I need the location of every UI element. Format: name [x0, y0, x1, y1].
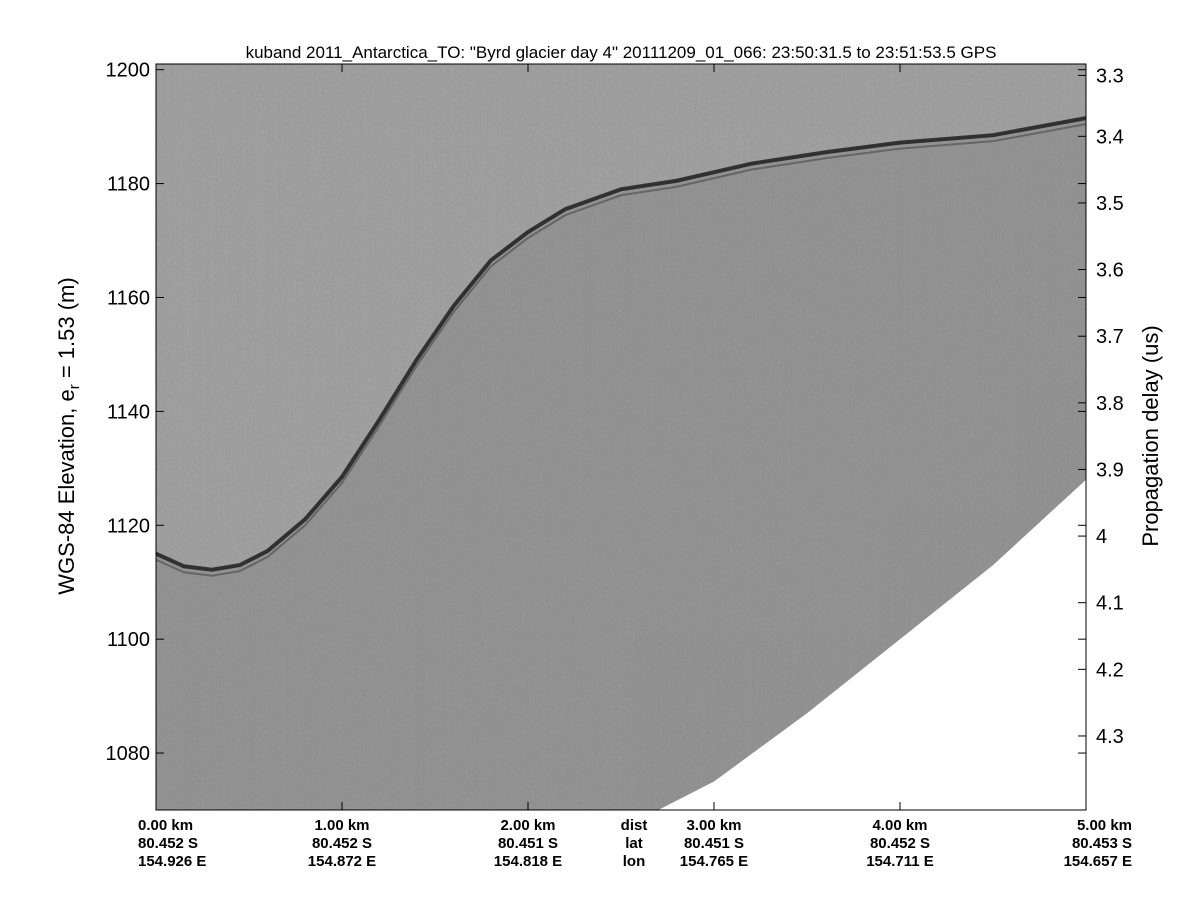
- x-tick-label-lon: 154.926 E: [138, 853, 206, 870]
- x-tick-label-dist: 1.00 km: [314, 817, 369, 834]
- left-tick-label: 1200: [106, 60, 151, 82]
- right-tick-label: 3.7: [1096, 326, 1124, 348]
- right-tick-label: 4: [1096, 526, 1107, 548]
- x-tick-label-dist: 4.00 km: [872, 817, 927, 834]
- chart-title: kuband 2011_Antarctica_TO: "Byrd glacier…: [246, 43, 997, 62]
- right-tick-label: 3.3: [1096, 65, 1124, 87]
- left-tick-label: 1180: [107, 174, 150, 196]
- left-axis-label: WGS-84 Elevation, er = 1.53 (m): [54, 277, 83, 594]
- surface-reflection-trace: [156, 116, 1086, 572]
- right-tick-label: 4.2: [1096, 659, 1124, 681]
- surface-reflection-echo: [156, 123, 1086, 577]
- right-tick-label: 3.9: [1096, 459, 1124, 481]
- x-tick-label-lon: 154.711 E: [866, 853, 934, 870]
- left-axis-label-subscript: r: [66, 384, 83, 389]
- x-tick-label-lon: 154.765 E: [680, 853, 748, 870]
- x-tick-label-lat: 80.451 S: [498, 835, 558, 852]
- right-tick-label: 3.6: [1096, 260, 1124, 282]
- right-tick-label: 4.3: [1096, 726, 1124, 748]
- x-tick-label-lat: 80.451 S: [684, 835, 744, 852]
- subsurface-shading: [156, 118, 1086, 810]
- plot-frame: [155, 63, 1087, 811]
- left-axis-label-main: WGS-84 Elevation, e: [54, 389, 79, 594]
- x-tick-label-lon: 154.657 E: [1064, 853, 1132, 870]
- right-y-axis: 3.3 3.4 3.5 3.6 3.7 3.8 3.9 4 4.1 4.2 4.3: [1078, 65, 1124, 748]
- x-tick-label-lat: 80.452 S: [138, 835, 198, 852]
- right-tick-label: 4.1: [1096, 593, 1124, 615]
- x-tick-label-lat: 80.452 S: [870, 835, 930, 852]
- left-tick-label: 1080: [106, 743, 151, 765]
- x-row-label-lat: lat: [625, 835, 643, 852]
- right-axis-label: Propagation delay (us): [1138, 325, 1163, 546]
- plot-area: [156, 64, 1086, 810]
- left-y-axis: 1200 1180 1160 1140 1120 1100 1080: [106, 60, 1086, 765]
- left-tick-label: 1100: [107, 629, 150, 651]
- right-tick-label: 3.8: [1096, 393, 1124, 415]
- left-axis-label-tail: = 1.53 (m): [54, 277, 79, 384]
- x-tick-label-dist: 3.00 km: [686, 817, 741, 834]
- x-row-label-dist: dist: [621, 817, 648, 834]
- x-tick-label-dist: 5.00 km: [1077, 817, 1132, 834]
- echogram-image: [156, 64, 1086, 810]
- left-tick-label: 1160: [107, 287, 150, 309]
- left-tick-label: 1140: [107, 401, 150, 423]
- x-tick-label-lon: 154.818 E: [494, 853, 562, 870]
- right-tick-label: 3.5: [1096, 193, 1124, 215]
- x-tick-label-lon: 154.872 E: [308, 853, 376, 870]
- right-tick-label: 3.4: [1096, 126, 1124, 148]
- x-tick-label-dist: 0.00 km: [138, 817, 193, 834]
- x-tick-label-lat: 80.452 S: [312, 835, 372, 852]
- x-tick-label-dist: 2.00 km: [500, 817, 555, 834]
- x-tick-label-lat: 80.453 S: [1072, 835, 1132, 852]
- x-row-label-lon: lon: [623, 853, 646, 870]
- left-tick-label: 1120: [107, 515, 150, 537]
